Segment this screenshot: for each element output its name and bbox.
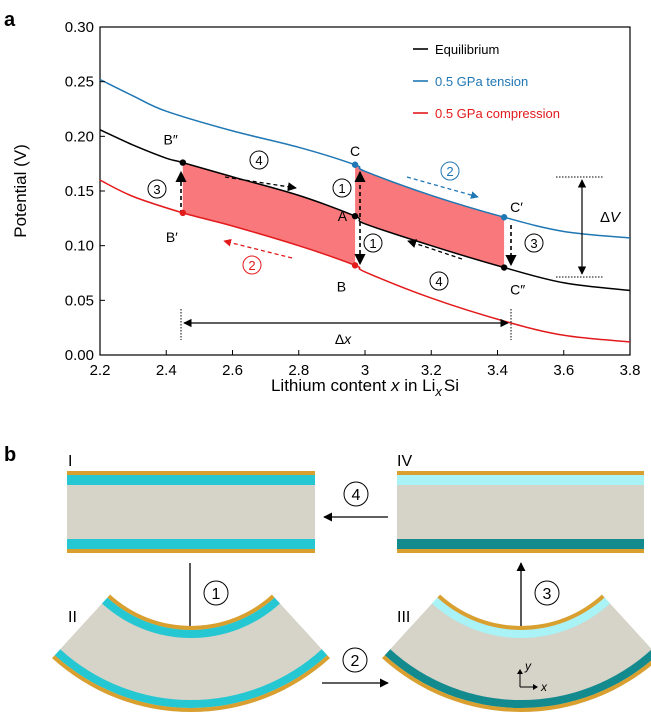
legend-label-equilibrium: Equilibrium <box>435 42 499 57</box>
state-point-label: C″ <box>510 282 525 298</box>
svg-text:1: 1 <box>212 586 221 603</box>
svg-text:4: 4 <box>352 487 361 504</box>
path-2-red-arrow <box>223 238 293 259</box>
svg-text:1: 1 <box>369 236 376 251</box>
step-1-upper: 1 <box>332 178 352 198</box>
x-tick-label: 3.4 <box>487 362 508 379</box>
x-tick-label: 2.6 <box>222 362 243 379</box>
delta-v-label: ΔV <box>600 209 622 226</box>
state-point-label: B″ <box>164 132 178 148</box>
y-axis-label: Potential (V) <box>11 144 30 238</box>
series-line-equilibrium <box>99 129 631 292</box>
path-2-blue-arrow <box>406 176 479 199</box>
y-tick-label: 0.10 <box>65 238 94 255</box>
x-tick-label: 3.2 <box>421 362 442 379</box>
delta-x-indicator: Δx <box>180 309 512 347</box>
y-tick-label: 0.05 <box>65 292 94 309</box>
state-i-beam <box>67 471 315 553</box>
y-tick-label: 0.30 <box>65 19 94 36</box>
svg-text:3: 3 <box>543 586 552 603</box>
state-point-label: B <box>337 278 346 294</box>
y-ticks: 0.00 0.05 0.10 0.15 0.20 0.25 0.30 <box>65 19 105 364</box>
state-ii-beam <box>52 594 330 712</box>
state-point <box>351 212 359 220</box>
step-2-blue: 2 <box>440 161 460 181</box>
state-point <box>500 214 508 221</box>
y-tick-label: 0.15 <box>65 183 94 200</box>
state-point <box>351 262 359 269</box>
state-label-iv: IV <box>397 453 412 470</box>
x-tick-label: 2.2 <box>90 362 111 379</box>
svg-text:2: 2 <box>248 258 255 273</box>
svg-text:3: 3 <box>530 236 537 251</box>
x-axis-label: Lithium content x in Lix Si <box>271 376 459 399</box>
panel-b-step-3: 3 <box>534 580 560 606</box>
state-points: B″ B′ C A B C′ C″ <box>164 132 526 298</box>
panel-label-b: b <box>4 444 16 466</box>
step-4-upper: 4 <box>249 150 269 170</box>
state-point-label: B′ <box>166 229 178 245</box>
x-tick-label: 2.4 <box>156 362 177 379</box>
state-label-i: I <box>68 453 72 470</box>
axis-x-label: x <box>540 680 548 694</box>
svg-text:3: 3 <box>153 182 160 197</box>
panel-b-step-4: 4 <box>343 481 369 507</box>
path-4-upper-arrow <box>224 176 297 192</box>
panel-b-step-1: 1 <box>203 580 229 606</box>
state-iii-beam <box>382 594 651 712</box>
x-tick-label: 3.8 <box>620 362 641 379</box>
svg-text:2: 2 <box>446 164 453 179</box>
state-point <box>351 161 359 168</box>
cycle-region-left <box>182 162 356 266</box>
step-1-lower: 1 <box>363 233 383 253</box>
panel-b-step-2: 2 <box>342 647 368 673</box>
svg-text:2: 2 <box>351 653 360 670</box>
state-point-label: C <box>350 143 360 159</box>
xy-axes: y x <box>517 659 548 694</box>
x-tick-label: 2.8 <box>288 362 309 379</box>
state-point <box>179 159 187 166</box>
legend-label-compression: 0.5 GPa compression <box>435 106 560 121</box>
x-tick-label: 3 <box>361 362 369 379</box>
delta-v-indicator: ΔV <box>556 176 622 278</box>
step-2-red: 2 <box>242 255 262 275</box>
y-tick-label: 0.00 <box>65 347 94 364</box>
step-3-left: 3 <box>147 179 167 199</box>
state-point-label: C′ <box>510 199 523 215</box>
panel-label-a: a <box>4 9 16 31</box>
state-point <box>179 209 187 217</box>
state-point-label: A <box>338 208 348 224</box>
state-iv-beam <box>397 471 644 553</box>
step-4-lower: 4 <box>429 271 449 291</box>
legend: Equilibrium 0.5 GPa tension 0.5 GPa comp… <box>413 42 560 121</box>
state-label-ii: II <box>68 609 77 626</box>
svg-text:1: 1 <box>338 181 345 196</box>
x-ticks: 2.2 2.4 2.6 2.8 3 3.2 3.4 3.6 3.8 <box>90 350 641 379</box>
svg-text:4: 4 <box>435 274 442 289</box>
legend-label-tension: 0.5 GPa tension <box>435 74 528 89</box>
cycle-region-right <box>355 164 505 268</box>
delta-x-label: Δx <box>335 331 352 347</box>
x-tick-label: 3.6 <box>553 362 574 379</box>
path-4-lower-arrow <box>407 239 463 260</box>
state-point <box>500 264 508 271</box>
state-label-iii: III <box>397 609 410 626</box>
y-tick-label: 0.25 <box>65 74 94 91</box>
step-3-right: 3 <box>524 233 544 253</box>
y-tick-label: 0.20 <box>65 128 94 145</box>
axis-y-label: y <box>524 659 532 673</box>
svg-text:4: 4 <box>255 153 262 168</box>
